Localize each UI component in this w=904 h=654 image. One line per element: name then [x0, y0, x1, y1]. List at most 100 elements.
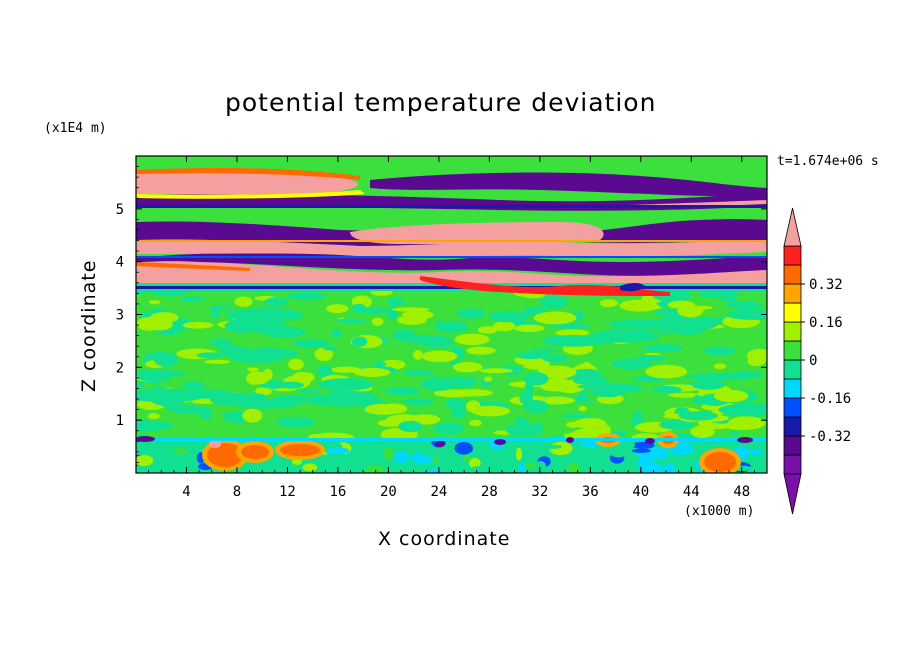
- surface-patch: [564, 453, 581, 458]
- field-patch: [533, 311, 577, 325]
- surface-line: [136, 438, 767, 441]
- surface-patch: [608, 444, 629, 458]
- colorbar-segment: [783, 378, 802, 399]
- field-patch: [691, 379, 726, 390]
- field-patch: [471, 405, 511, 417]
- field-streak: [401, 335, 450, 344]
- field-patch: [683, 317, 719, 330]
- field-streak: [522, 399, 549, 414]
- field-patch: [397, 315, 427, 325]
- blue-eddy: [620, 283, 645, 292]
- field-streak: [317, 378, 374, 391]
- field-patch: [466, 346, 496, 355]
- field-patch: [623, 301, 665, 311]
- warm-core: [241, 445, 269, 459]
- colorbar-label: 0.32: [809, 277, 843, 293]
- field-patch: [578, 406, 587, 412]
- field-patch: [314, 347, 334, 361]
- field-streak: [523, 372, 549, 386]
- boundary-line: [136, 286, 767, 289]
- surface-patch: [747, 449, 764, 455]
- field-patch: [656, 328, 676, 334]
- surface-patch: [539, 444, 563, 449]
- x-axis-label: X coordinate: [378, 528, 511, 550]
- field-patch: [668, 392, 703, 398]
- field-patch: [542, 354, 569, 363]
- surface-dip: [737, 437, 753, 443]
- field-patch: [599, 299, 619, 308]
- field-patch: [693, 394, 702, 405]
- field-patch: [386, 298, 406, 306]
- y-tick-label: 4: [116, 255, 124, 271]
- y-tick-label: 5: [116, 202, 124, 218]
- field-streak: [264, 297, 288, 307]
- field-patch: [729, 430, 740, 436]
- surface-dip: [566, 437, 574, 443]
- field-patch: [351, 336, 368, 347]
- purple-cloud: [370, 172, 767, 197]
- surface-patch: [469, 457, 481, 469]
- field-patch: [539, 295, 568, 309]
- surface-dip: [645, 438, 655, 444]
- field-streak: [152, 398, 185, 406]
- field-patch: [353, 367, 391, 377]
- field-patch: [287, 292, 326, 301]
- colorbar-segment: [783, 435, 802, 456]
- surface-patch: [535, 461, 546, 471]
- y-tick-label: 1: [116, 413, 124, 429]
- field-patch: [477, 326, 498, 334]
- field-patch: [725, 301, 763, 310]
- x-tick-label: 16: [329, 484, 346, 500]
- field-patch: [323, 346, 339, 351]
- warm-core: [280, 444, 320, 456]
- field-streak: [136, 419, 174, 432]
- surface-dip: [136, 436, 155, 442]
- field-patch: [384, 387, 421, 396]
- field-patch: [402, 398, 434, 405]
- pink-lens: [350, 222, 604, 244]
- surface-patch: [364, 465, 386, 473]
- y-axis-label: Z coordinate: [78, 259, 100, 392]
- x-tick-label: 36: [582, 484, 599, 500]
- field-patch: [642, 344, 683, 352]
- field-streak: [725, 309, 767, 320]
- field-patch: [433, 422, 465, 435]
- field-streak: [515, 352, 548, 360]
- field-streak: [573, 376, 609, 385]
- colorbar-extend-bottom: [783, 473, 802, 515]
- field-patch: [611, 358, 651, 370]
- y-axis-multiplier: (x1E4 m): [44, 121, 107, 136]
- surface-patch: [416, 467, 424, 473]
- field-patch: [216, 344, 242, 352]
- field-patch: [434, 320, 468, 333]
- field-patch: [242, 408, 263, 423]
- field-patch: [210, 305, 233, 310]
- x-tick-label: 28: [481, 484, 498, 500]
- field-patch: [555, 329, 590, 337]
- field-patch: [454, 389, 493, 397]
- field-patch: [529, 348, 561, 353]
- colorbar-segment: [783, 264, 802, 285]
- field-streak: [592, 389, 623, 398]
- field-streak: [242, 320, 286, 333]
- field-patch: [182, 321, 214, 329]
- x-tick-label: 40: [632, 484, 649, 500]
- field-patch: [469, 419, 482, 427]
- field-patch: [659, 420, 694, 430]
- x-tick-label: 12: [279, 484, 296, 500]
- field-patch: [204, 359, 231, 364]
- x-tick-label: 44: [683, 484, 700, 500]
- surface-patch: [291, 458, 303, 466]
- field-patch: [247, 367, 259, 372]
- field-patch: [291, 371, 315, 383]
- field-patch: [364, 403, 401, 415]
- surface-patch: [515, 447, 523, 461]
- surface-dip: [435, 441, 445, 447]
- warm-core: [704, 452, 736, 472]
- field-patch: [148, 300, 161, 305]
- red-edge-mid: [136, 262, 250, 271]
- field-patch: [297, 389, 323, 394]
- surface-patch: [340, 456, 349, 465]
